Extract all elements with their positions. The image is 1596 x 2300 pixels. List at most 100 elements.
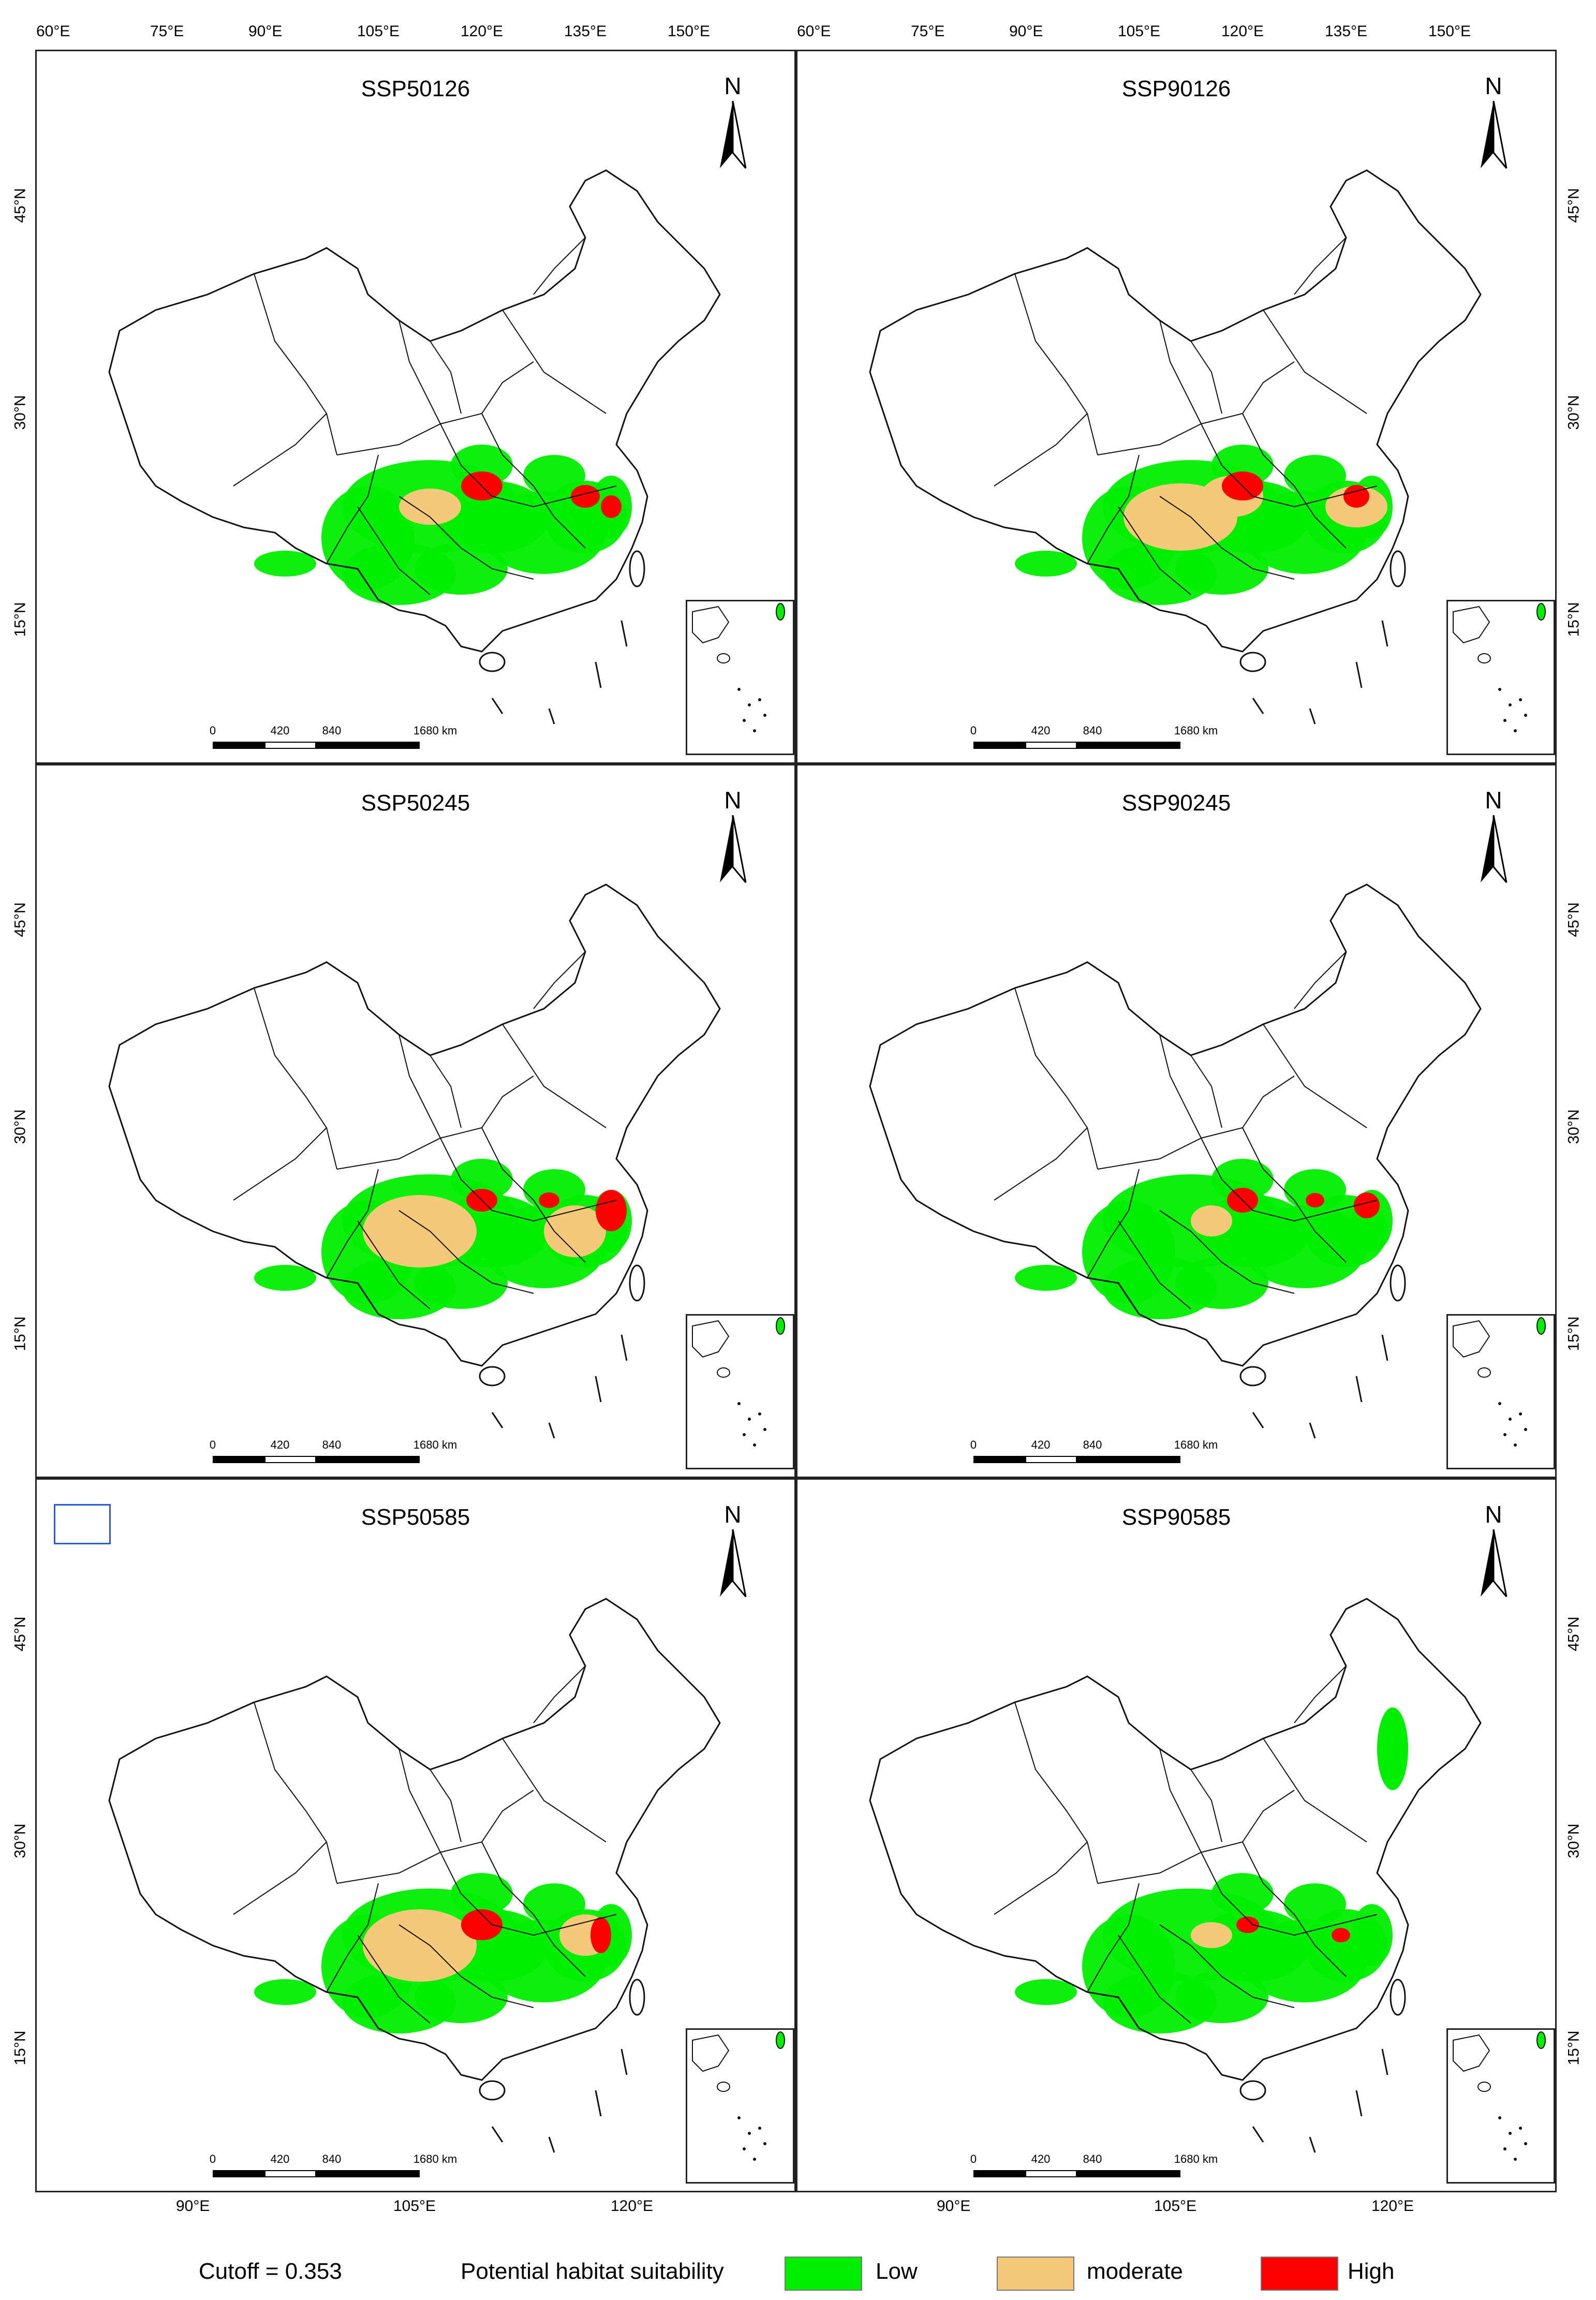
scale-label: 1680 km [413,2152,457,2165]
province-boundary [430,1769,462,1842]
coordinate-label: 105°E [357,23,400,40]
scale-bar: 0 420 840 1680 km [970,724,1218,755]
coordinate-label: 30°N [11,395,29,430]
south-china-sea-inset [1446,600,1555,755]
low-suitability-area [1211,1159,1274,1200]
scale-segment [973,2170,1025,2177]
coordinate-label: 15°N [11,2030,29,2066]
north-label: N [724,72,742,99]
province-boundary [502,1738,607,1842]
coordinate-label: 120°E [1221,23,1264,40]
high-suitability-area [1332,1928,1350,1942]
province-boundary [336,361,534,455]
province-boundary [357,1935,431,2024]
scale-segment [264,1456,316,1463]
china-map [869,1598,1482,2153]
province-boundary [398,496,534,580]
panel-title: SSP50245 [361,790,470,816]
north-label: N [724,1501,742,1528]
scale-label: 840 [322,724,342,737]
low-suitability-area [1175,543,1268,595]
coordinate-label: 30°N [1565,1109,1583,1144]
nine-dash-line-segment [595,1376,602,1403]
nine-dash-line-segment [1381,620,1388,647]
province-boundary [398,1210,534,1294]
low-suitability-area [1377,1707,1408,1790]
province-boundary [430,341,462,414]
scale-segment [213,1456,264,1463]
nine-dash-line-segment [491,2126,504,2143]
province-boundary [1087,1883,1140,1993]
legend: Cutoff = 0.353 Potential habitat suitabi… [0,2257,1596,2298]
scale-segment [264,742,316,749]
north-label: N [724,787,742,814]
province-boundary [1201,1852,1378,1936]
province-boundary [502,309,607,414]
nine-dash-line-segment [1309,1422,1316,1439]
province-boundary [440,1852,617,1936]
taiwan-island [1390,1264,1406,1302]
high-suitability-area [601,495,622,518]
low-suitability-area [1211,1873,1274,1914]
suitability-layer [1015,445,1393,605]
scale-segment [1077,742,1180,749]
province-boundary [1263,1024,1367,1128]
nine-dash-line-segment [620,2048,628,2075]
scale-bar: 0 420 840 1680 km [970,2152,1218,2184]
taiwan-island [1390,550,1406,587]
province-boundary [1159,320,1202,424]
coordinate-label: 120°E [611,2198,654,2215]
north-arrow-icon [1481,101,1508,169]
moderate-suitability-area [399,489,461,525]
low-suitability-area [415,1971,508,2023]
coordinate-label: 15°N [1565,1316,1583,1351]
province-boundary [1201,423,1378,508]
province-boundary [481,1841,586,1977]
legend-title: Potential habitat suitability [461,2259,724,2284]
province-boundary [1159,496,1295,580]
coordinate-label: 60°E [36,23,70,40]
panel-title: SSP50585 [361,1505,470,1530]
coordinate-label: 75°E [150,23,184,40]
high-suitability-area [1343,485,1369,508]
province-boundary [1242,1127,1347,1263]
province-boundary [994,1841,1088,1915]
province-boundary [1087,1169,1140,1278]
scale-segment [316,742,420,749]
legend-swatch-moderate [997,2257,1074,2291]
nine-dash-line-segment [620,620,628,647]
high-suitability-area [571,485,600,508]
coordinate-label: 15°N [1565,2030,1583,2066]
scale-label: 0 [970,724,977,737]
map-panel-ssp90126: SSP90126 N 0 420 840 1680 km [796,50,1557,764]
hainan-island [479,1366,506,1387]
nine-dash-line-segment [1252,698,1264,714]
province-boundary [1159,1924,1295,2008]
scale-label: 1680 km [1174,1438,1218,1451]
province-boundary [502,1024,607,1128]
coordinate-label: 105°E [393,2198,436,2215]
scale-segment [973,742,1025,749]
hainan-island [1239,1366,1266,1387]
taiwan-island [629,1979,645,2016]
low-suitability-area [1284,455,1346,496]
south-china-sea-inset [686,1314,794,1469]
scale-label: 420 [270,1438,290,1451]
scale-label: 420 [270,2152,290,2165]
nine-dash-line-segment [548,708,555,725]
country-outline [869,169,1482,653]
scale-bar: 0 420 840 1680 km [210,724,457,755]
coordinate-label: 45°N [1565,1616,1583,1652]
province-boundary [254,1702,337,1884]
coordinate-label: 120°E [1371,2198,1414,2215]
low-suitability-area [523,1883,585,1925]
nine-dash-line-segment [1252,1412,1264,1428]
nine-dash-line-segment [548,2136,555,2153]
province-boundary [357,506,431,595]
province-boundary [1097,1075,1295,1170]
low-suitability-area [254,551,316,577]
nine-dash-line-segment [548,1422,555,1439]
country-outline [108,169,721,653]
north-label: N [1485,787,1502,814]
panel-title: SSP90585 [1121,1505,1231,1530]
